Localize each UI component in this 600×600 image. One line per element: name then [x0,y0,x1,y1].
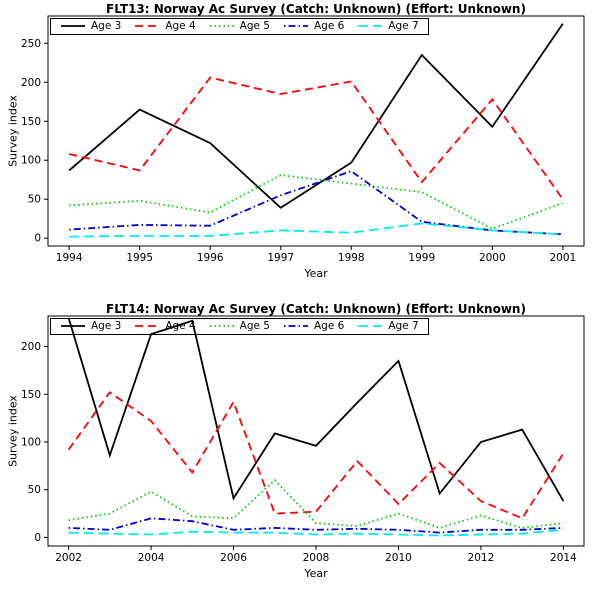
series-line-age-3 [68,23,564,209]
x-tick-label: 2004 [138,552,165,564]
legend-item-age-3: Age 3 [60,321,121,332]
x-tick-label: 1995 [126,252,153,264]
legend-label: Age 3 [91,20,122,32]
series-line-age-5 [69,174,564,230]
legend-item-age-5: Age 5 [209,21,270,32]
legend-line-sample [283,325,308,328]
legend-line-sample [135,325,160,328]
y-tick-label: 250 [21,38,41,50]
y-tick-label: 50 [28,484,41,496]
legend-label: Age 3 [91,320,122,332]
x-axis-label: Year [304,567,328,580]
legend-item-age-5: Age 5 [209,321,270,332]
x-tick-label: 2001 [549,252,576,264]
legend-label: Age 7 [388,20,419,32]
series-line-age-7 [69,222,563,238]
x-axis-label: Year [304,267,328,280]
legend-line-sample [358,25,383,28]
x-tick-label: 1997 [267,252,294,264]
legend-item-age-7: Age 7 [357,20,419,32]
series-line-age-4 [68,76,564,200]
x-tick-label: 2002 [55,552,82,564]
legend-line-sample [61,325,85,328]
x-tick-label: 2014 [550,552,577,564]
x-tick-label: 1994 [56,252,83,264]
legend-line-sample [135,25,160,28]
legend-line-sample [283,25,308,28]
series-line-age-6 [69,170,563,236]
x-tick-label: 2006 [220,552,247,564]
x-tick-label: 2000 [479,252,506,264]
y-tick-label: 100 [21,155,41,167]
y-tick-label: 50 [28,194,41,206]
chart-title: FLT13: Norway Ac Survey (Catch: Unknown)… [106,2,526,16]
y-tick-label: 0 [34,233,41,245]
chart-flt14: 2002 2004 2006 2008 2010 2012 2014 0 50 100 150 200… [0,300,600,600]
x-tick-label: 2008 [303,552,330,564]
chart-title: FLT14: Norway Ac Survey (Catch: Unknown)… [106,302,526,316]
plot-area: 2002 2004 2006 2008 2010 2012 2014 0 50 100 150 200 [21,315,585,564]
y-tick-label: 100 [21,436,41,448]
x-tick-label: 1998 [338,252,365,264]
y-tick-label: 200 [21,77,41,89]
series-line-age-5 [68,478,564,529]
y-axis-label: Survey index [6,395,20,467]
legend: Age 3 Age 4 Age 5 Age 6 Age 7 [50,318,429,335]
legend-item-age-6: Age 6 [283,21,344,32]
legend-label: Age 6 [313,320,345,332]
legend-line-sample [358,325,383,328]
series-line-age-7 [68,528,564,537]
series-line-age-6 [68,517,564,534]
series-line-age-3 [67,317,565,502]
legend-item-age-3: Age 3 [60,21,121,32]
y-tick-label: 200 [21,341,41,353]
legend-label: Age 5 [239,20,270,32]
y-tick-label: 150 [21,389,41,401]
legend-label: Age 5 [239,320,270,332]
legend-item-age-7: Age 7 [357,320,419,332]
series-line-age-4 [67,391,565,520]
legend-item-age-4: Age 4 [134,320,196,332]
y-tick-label: 0 [34,532,41,544]
y-axis-label: Survey index [6,95,20,167]
legend-item-age-6: Age 6 [283,321,344,332]
legend-line-sample [209,325,234,328]
x-tick-label: 1999 [408,252,435,264]
legend-label: Age 4 [165,320,196,332]
x-tick-label: 2010 [385,552,412,564]
legend-item-age-4: Age 4 [134,20,196,32]
chart-flt13: 1994 1995 1996 1997 1998 1999 2000 2001 0 50 100 15… [6,2,585,280]
legend-line-sample [209,25,234,28]
legend-label: Age 4 [165,20,196,32]
plot-area: 1994 1995 1996 1997 1998 1999 2000 2001 0 50 100 15… [21,15,585,264]
x-tick-label: 1996 [197,252,224,264]
legend-label: Age 6 [313,20,345,32]
legend-label: Age 7 [388,320,419,332]
x-tick-label: 2012 [468,552,495,564]
y-tick-label: 150 [21,116,41,128]
legend: Age 3 Age 4 Age 5 Age 6 Age 7 [50,18,429,35]
legend-line-sample [61,25,85,28]
plot-border [47,15,585,247]
